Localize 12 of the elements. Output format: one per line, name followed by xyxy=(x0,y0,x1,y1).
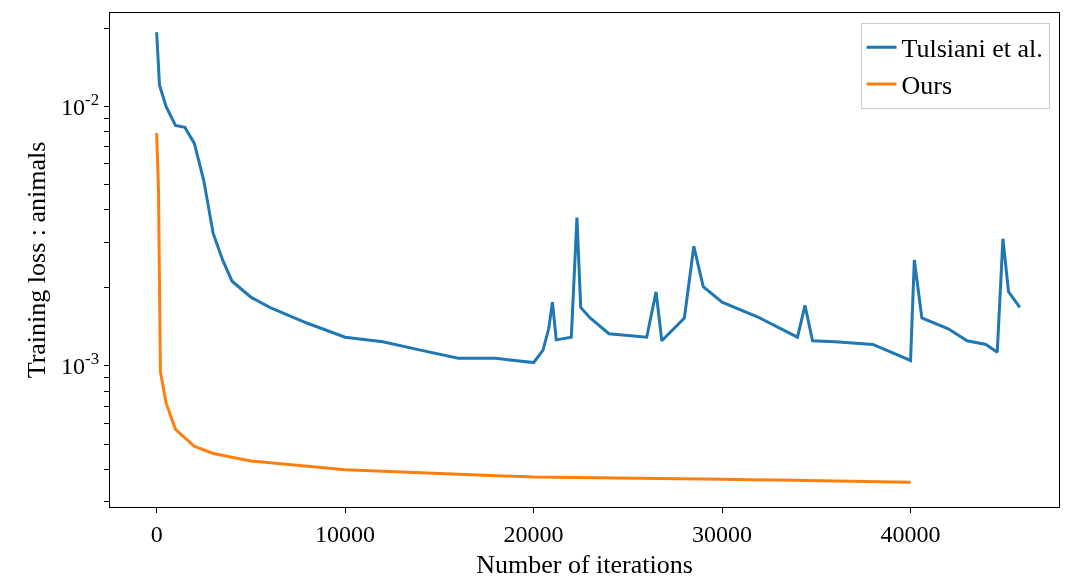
legend-label: Tulsiani et al. xyxy=(901,34,1043,64)
line-series xyxy=(155,131,913,484)
legend-label: Ours xyxy=(901,71,953,101)
x-tick-label: 0 xyxy=(150,520,163,547)
x-tick-label: 10000 xyxy=(315,520,376,547)
x-axis-title: Number of iterations xyxy=(476,549,693,579)
x-tick-label: 20000 xyxy=(503,520,564,547)
y-tick-label: 10$^{-2}$ xyxy=(61,89,100,120)
y-tick-label: 10$^{-3}$ xyxy=(61,349,100,380)
x-tick-label: 40000 xyxy=(880,520,941,547)
x-tick-label: 30000 xyxy=(692,520,753,547)
y-axis-title: Training loss : animals xyxy=(21,141,51,379)
